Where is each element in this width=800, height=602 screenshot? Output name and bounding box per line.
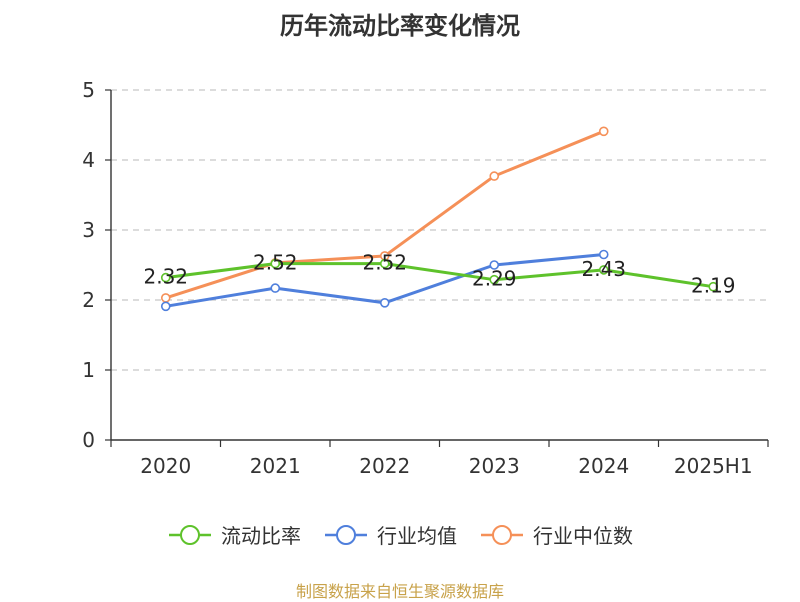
data-point [160,301,171,312]
data-point [379,297,390,308]
data-label: 2.32 [143,265,188,289]
y-tick-label: 2 [82,288,95,312]
legend-swatch-marker [492,524,512,545]
data-label: 2.29 [472,267,517,291]
data-point [489,260,500,270]
x-tick-label: 2022 [359,454,410,478]
data-point [160,293,171,303]
data-label: 2.43 [581,257,626,281]
data-label: 2.52 [253,251,298,275]
legend: 流动比率 行业均值 行业中位数 [0,520,800,549]
y-tick-label: 4 [82,148,95,172]
x-tick-label: 2024 [578,454,629,478]
legend-item[interactable]: 行业均值 [323,520,457,549]
data-point [489,171,500,181]
legend-swatch-icon [481,524,523,545]
data-labels: 2.32 2.52 2.52 2.29 2.43 2.19 [143,251,735,298]
series-lines [160,126,719,312]
x-tick-label: 2023 [469,454,520,478]
data-label: 2.52 [362,251,407,275]
data-point [598,265,609,275]
y-tick-label: 5 [82,78,95,102]
y-tick-label: 3 [82,218,95,242]
data-label: 2.19 [691,274,736,298]
legend-swatch-icon [169,524,211,545]
data-point [598,249,609,260]
legend-label: 行业中位数 [533,524,633,548]
y-tick-label: 0 [82,428,95,452]
legend-label: 行业均值 [377,524,457,548]
grid-lines [111,89,768,371]
chart-title: 历年流动比率变化情况 [280,12,520,40]
y-tick-label: 1 [82,358,95,382]
legend-item[interactable]: 流动比率 [167,520,301,549]
data-point [270,258,281,269]
source-note: 制图数据来自恒生聚源数据库 [295,582,504,601]
data-point [160,272,171,283]
data-point [379,258,390,269]
data-point [270,283,281,293]
legend-swatch-marker [336,524,356,545]
data-point [598,126,609,137]
x-tick-label: 2021 [250,454,301,478]
axes: 0 1 2 3 4 5 2020 2021 2022 2023 2024 2025H1 [82,78,769,478]
legend-item[interactable]: 行业中位数 [479,520,633,549]
series-line [165,262,714,289]
legend-label: 流动比率 [221,524,301,548]
data-point [489,274,500,285]
x-tick-label: 2020 [140,454,191,478]
legend-swatch-icon [325,524,367,545]
legend-swatch-marker [180,524,200,545]
data-point [708,281,719,292]
x-tick-label: 2025H1 [674,454,753,478]
